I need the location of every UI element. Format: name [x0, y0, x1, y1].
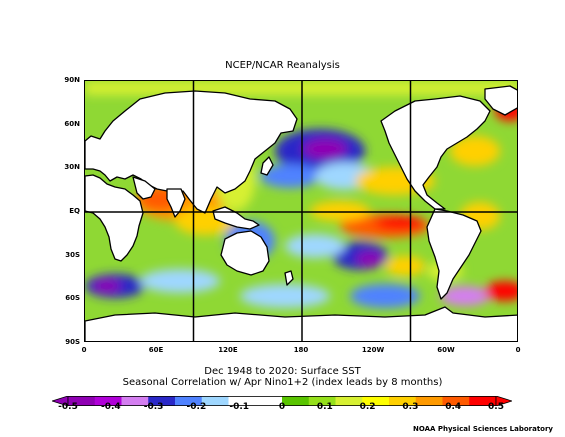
- credit-text: NOAA Physical Sciences Laboratory: [412, 425, 553, 433]
- colorbar-tick-label: -0.2: [186, 402, 207, 412]
- india-landmass: [166, 188, 186, 218]
- colorbar-max-arrow: [495, 396, 512, 406]
- grid-lines: [85, 81, 517, 341]
- arabia-landmass: [132, 176, 156, 200]
- colorbar-tick-label: -0.3: [143, 402, 164, 412]
- australia-landmass: [220, 230, 270, 276]
- subtitle-description: Seasonal Correlation w/ Apr Nino1+2 (ind…: [122, 377, 443, 388]
- lon-tick-0-right: 0: [515, 346, 521, 354]
- colorbar-segment: [255, 396, 283, 406]
- lon-tick-60e: 60E: [148, 346, 164, 354]
- colorbar-segment: [121, 396, 149, 406]
- colorbar-tick-label: 0: [278, 402, 286, 412]
- lat-tick-60s: 60S: [65, 294, 80, 302]
- map-canvas: [85, 81, 517, 341]
- lon-tick-60w: 60W: [437, 346, 455, 354]
- lat-tick-eq: EQ: [69, 207, 80, 215]
- south-america-landmass: [426, 208, 482, 300]
- map-title: NCEP/NCAR Reanalysis: [225, 60, 340, 71]
- lat-tick-30s: 30S: [65, 251, 80, 259]
- colorbar-segment: [362, 396, 390, 406]
- colorbar-segment: [389, 396, 417, 406]
- lon-tick-120w: 120W: [361, 346, 385, 354]
- colorbar-segment: [282, 396, 310, 406]
- colorbar-segment: [308, 396, 336, 406]
- north-america-landmass: [380, 95, 491, 210]
- lat-tick-30n: 30N: [64, 163, 80, 171]
- colorbar-tick-label: 0.4: [445, 402, 462, 412]
- colorbar-segment: [201, 396, 229, 406]
- africa-landmass: [85, 174, 144, 262]
- colorbar-segment: [175, 396, 203, 406]
- sst-correlation-map: [84, 80, 518, 342]
- eurasia-landmass: [85, 90, 298, 214]
- lat-tick-90s: 90S: [65, 338, 80, 346]
- colorbar-tick-label: -0.5: [58, 402, 78, 412]
- colorbar-segment: [469, 396, 497, 406]
- colorbar-tick-label: -0.4: [100, 402, 121, 412]
- subtitle-period: Dec 1948 to 2020: Surface SST: [204, 366, 361, 377]
- colorbar-tick-label: 0.3: [402, 402, 419, 412]
- lon-tick-180: 180: [293, 346, 309, 354]
- colorbar-segment: [415, 396, 443, 406]
- colorbar-tick-label: 0.1: [316, 402, 333, 412]
- colorbar: [52, 396, 512, 406]
- lon-tick-0-left: 0: [81, 346, 87, 354]
- colorbar-segment: [94, 396, 122, 406]
- colorbar-segment: [228, 396, 256, 406]
- colorbar-tick-label: 0.2: [359, 402, 376, 412]
- colorbar-tick-label: 0.5: [488, 402, 504, 412]
- colorbar-segment: [442, 396, 470, 406]
- colorbar-tick-label: -0.1: [229, 402, 250, 412]
- lat-tick-90n: 90N: [64, 76, 80, 84]
- colorbar-segment: [148, 396, 176, 406]
- lon-tick-120e: 120E: [218, 346, 238, 354]
- colorbar-segment: [68, 396, 96, 406]
- japan-landmass: [260, 156, 274, 176]
- colorbar-segment: [335, 396, 363, 406]
- new-zealand-landmass: [284, 270, 294, 286]
- lat-tick-60n: 60N: [64, 120, 80, 128]
- greenland-landmass: [484, 85, 517, 116]
